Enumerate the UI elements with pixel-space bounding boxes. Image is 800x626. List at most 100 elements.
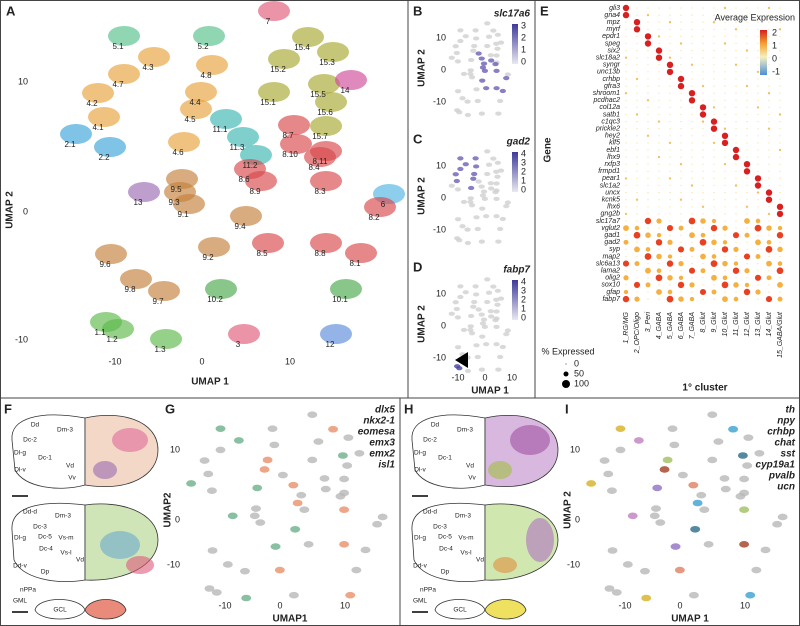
expression-dot	[724, 291, 726, 293]
cluster-label: 8.5	[256, 249, 268, 258]
expression-dot	[757, 7, 759, 9]
expression-dot	[669, 78, 671, 80]
cell-cloud	[497, 168, 505, 173]
gene-label: sst	[781, 449, 796, 460]
y-tick-label: 0	[441, 192, 446, 202]
expression-dot	[700, 268, 706, 274]
expression-dot	[636, 35, 638, 38]
expression-dot	[766, 239, 772, 245]
expression-dot	[724, 213, 726, 215]
gene-label: gfap	[606, 289, 620, 296]
expression-dot	[768, 78, 770, 80]
expression-dot	[677, 75, 685, 83]
expression-dot	[757, 21, 759, 23]
x-axis-label: UMAP1	[272, 614, 307, 625]
region-label: Dd-d	[423, 509, 437, 516]
cell-cloud	[479, 78, 486, 83]
expression-dot	[669, 170, 671, 172]
region-label: Dd-d	[23, 509, 37, 516]
expression-dot	[623, 275, 629, 281]
expression-dot	[691, 113, 693, 116]
size-tick: 50	[574, 368, 584, 378]
gene-label: fabp7	[503, 265, 530, 276]
expression-dot	[624, 177, 628, 180]
expression-dot	[636, 64, 638, 66]
expression-dot	[779, 163, 781, 165]
cluster-cloud	[82, 83, 114, 103]
cluster-label: 14_Glut	[766, 311, 773, 337]
expression-dot	[634, 246, 640, 253]
expression-dot	[680, 99, 682, 101]
expression-dot	[625, 156, 627, 158]
y-tick-label: -10	[15, 334, 28, 344]
expression-dot	[647, 142, 649, 144]
expression-dot	[658, 7, 660, 9]
cluster-cloud	[102, 319, 134, 339]
expression-dot	[680, 128, 682, 130]
expression-dot	[702, 284, 704, 286]
expression-dot	[744, 232, 750, 238]
expression-dot	[647, 156, 649, 158]
cluster-cloud	[193, 26, 225, 46]
expression-dot	[666, 295, 674, 303]
expression-dot	[669, 106, 671, 108]
expression-dot	[768, 156, 770, 158]
expression-dot	[768, 220, 770, 222]
expression-dot	[776, 203, 784, 210]
cluster-cloud	[94, 137, 126, 157]
gene-label: col12a	[599, 104, 620, 111]
expression-dot	[656, 253, 662, 260]
cell-cloud	[640, 567, 650, 575]
cell-cloud	[267, 425, 278, 432]
cell-cloud	[667, 425, 678, 432]
cell-cloud	[454, 315, 462, 320]
expression-dot	[658, 192, 660, 194]
region-label: Dm-3	[57, 427, 73, 434]
expression-dot	[691, 142, 693, 144]
cell-cloud	[494, 288, 501, 293]
cell-cloud	[493, 309, 500, 314]
expression-dot	[656, 233, 662, 238]
cell-cloud	[452, 300, 459, 305]
region-label: Dl-g	[414, 450, 426, 457]
expression-dot	[680, 170, 682, 172]
expression-dot	[636, 206, 638, 208]
cell-cloud	[499, 344, 506, 350]
expression-dot	[680, 291, 682, 293]
cell-cloud	[203, 470, 214, 478]
cell-cloud	[487, 309, 494, 314]
color-scale	[512, 24, 518, 64]
scale-tick: 0	[521, 312, 526, 322]
cell-cloud	[485, 290, 493, 295]
expression-dot	[755, 218, 761, 224]
cell-cloud	[211, 589, 222, 596]
expression-dot	[636, 149, 638, 151]
expression-dot	[724, 78, 726, 80]
expression-dot	[625, 128, 627, 130]
expression-dot	[713, 199, 715, 201]
legend-tick: 2	[772, 27, 777, 37]
cell-cloud	[252, 484, 263, 492]
expression-dot	[677, 281, 685, 289]
expression-dot	[702, 99, 704, 101]
expression-dot	[658, 142, 660, 144]
x-tick-label: 0	[482, 372, 487, 382]
cell-cloud	[669, 441, 680, 449]
cluster-label: 15.3	[319, 58, 335, 67]
expression-dot	[633, 19, 641, 26]
cell-cloud	[649, 512, 660, 520]
expression-dot	[735, 92, 737, 94]
cluster-label: 8.9	[249, 187, 261, 196]
cell-cloud	[493, 86, 500, 91]
expression-dot	[732, 153, 740, 161]
cell-cloud	[494, 160, 501, 165]
cell-cloud	[448, 311, 455, 316]
expression-dot	[644, 33, 652, 40]
expression-dot	[779, 7, 781, 9]
y-tick-label: 10	[436, 288, 446, 298]
cell-cloud	[241, 594, 252, 602]
expression-dot	[680, 213, 682, 215]
gene-label: shroom1	[593, 90, 620, 97]
cell-cloud	[277, 471, 288, 479]
cell-cloud	[204, 585, 215, 592]
